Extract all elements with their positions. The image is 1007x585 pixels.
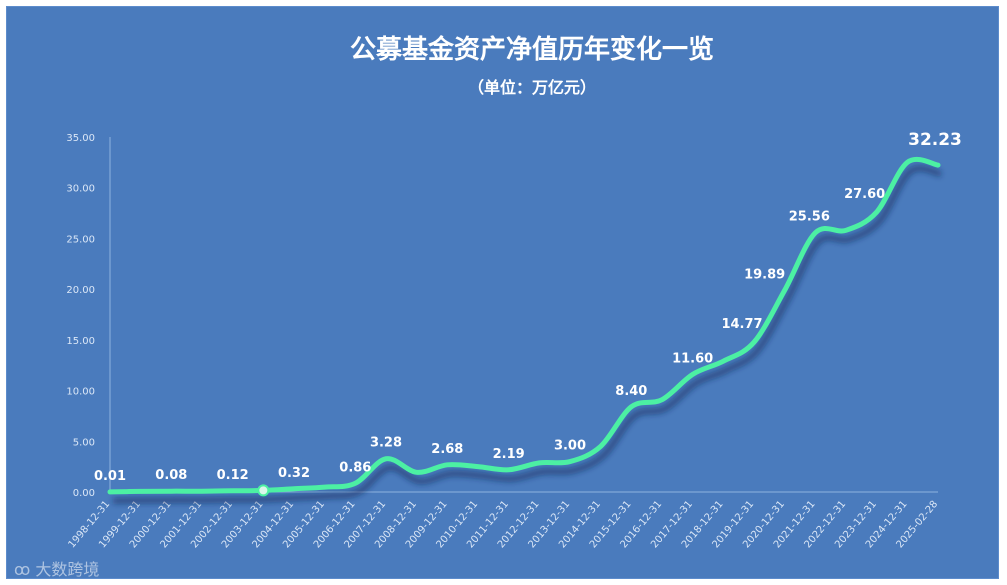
data-label: 19.89 <box>744 267 785 282</box>
axes: 0.00 5.00 10.00 15.00 20.00 25.00 30.00 35.00 19… <box>66 133 940 550</box>
chart-subtitle: （单位：万亿元） <box>468 78 596 97</box>
y-tick-label: 25.00 <box>66 234 95 245</box>
y-tick-label: 10.00 <box>66 387 95 398</box>
y-tick-label: 15.00 <box>66 336 95 347</box>
data-label: 2.19 <box>493 447 525 462</box>
chart-panel <box>6 6 999 579</box>
data-label: 8.40 <box>615 384 647 399</box>
watermark-icon: ꝏ <box>14 560 36 579</box>
watermark: ꝏ 大数跨境 <box>14 556 99 580</box>
data-label: 25.56 <box>789 210 830 225</box>
data-label: 14.77 <box>721 317 762 332</box>
series-line-shadow <box>112 165 942 504</box>
watermark-text: 大数跨境 <box>35 560 100 579</box>
chart-title: 公募基金资产净值历年变化一览 <box>350 34 714 65</box>
series-line-path <box>107 156 941 495</box>
series-line <box>107 156 942 504</box>
data-label: 2.68 <box>431 442 463 457</box>
y-tick-label: 20.00 <box>66 285 95 296</box>
y-tick-label: 5.00 <box>73 437 95 448</box>
data-label: 0.08 <box>155 468 187 483</box>
data-label: 3.00 <box>554 439 586 454</box>
data-labels: 0.01 0.08 0.12 0.32 0.86 3.28 2.68 2.19 3.00 8.40… <box>94 130 962 484</box>
data-label: 0.32 <box>278 466 310 481</box>
data-label: 0.12 <box>217 468 249 483</box>
data-label: 32.23 <box>908 130 962 150</box>
y-tick-label: 0.00 <box>73 488 95 499</box>
data-label: 3.28 <box>370 436 402 451</box>
y-tick-label: 30.00 <box>66 184 95 195</box>
y-tick-label: 35.00 <box>66 133 95 144</box>
data-label: 27.60 <box>844 187 885 202</box>
data-label: 0.86 <box>339 460 371 475</box>
highlight-point <box>257 484 270 497</box>
data-label: 11.60 <box>672 351 713 366</box>
data-label: 0.01 <box>94 469 126 484</box>
